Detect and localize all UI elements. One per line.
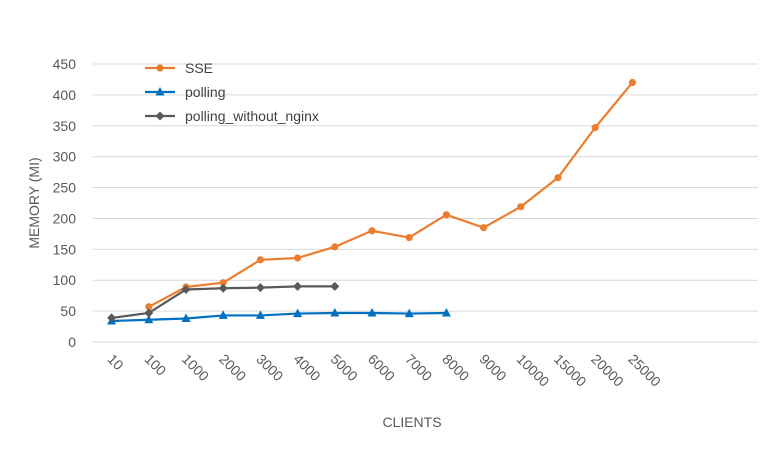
y-tick-label: 150 (53, 241, 77, 257)
data-point (181, 284, 191, 294)
series-line (148, 81, 634, 308)
data-point (218, 310, 228, 319)
y-tick-label: 450 (53, 56, 77, 72)
x-tick-label: 100 (142, 351, 170, 379)
x-tick-label: 7000 (402, 351, 435, 384)
data-point (293, 281, 303, 291)
data-point (591, 124, 599, 132)
x-tick-label: 6000 (365, 351, 398, 384)
data-point (181, 313, 191, 323)
data-point (294, 254, 302, 262)
data-point (441, 307, 451, 317)
y-tick-label: 300 (53, 149, 77, 165)
data-point (155, 87, 165, 96)
data-point (480, 224, 488, 232)
data-point (218, 283, 228, 293)
legend-label: polling (185, 84, 225, 100)
x-tick-label: 20000 (588, 351, 627, 390)
data-point (517, 203, 525, 211)
data-point (145, 303, 153, 311)
data-point (404, 308, 414, 318)
data-point (368, 227, 376, 235)
y-tick-label: 100 (53, 272, 77, 288)
x-axis-ticks: 10 100 1000 2000 3000 4000 5000 6000 7000 8000 900… (104, 351, 664, 390)
legend-item: polling (145, 84, 225, 100)
x-axis-title: CLIENTS (382, 414, 441, 430)
legend-label: polling_without_nginx (185, 108, 319, 124)
y-axis-ticks: 0 50 100 150 200 250 300 350 400 450 (53, 56, 77, 350)
data-point (255, 310, 265, 319)
x-tick-label: 9000 (476, 351, 509, 384)
legend-item: SSE (145, 60, 213, 76)
legend-label: SSE (185, 60, 213, 76)
gridlines (93, 63, 758, 343)
data-point (330, 281, 340, 291)
x-tick-label: 3000 (253, 351, 286, 384)
data-point (107, 313, 117, 323)
x-tick-label: 4000 (290, 351, 323, 384)
x-tick-label: 2000 (216, 351, 249, 384)
x-tick-label: 5000 (328, 351, 361, 384)
y-tick-label: 0 (68, 334, 76, 350)
data-point (156, 64, 164, 72)
series-polling (107, 307, 451, 325)
data-point (144, 308, 154, 318)
data-point (367, 307, 377, 317)
series-group (107, 78, 637, 325)
y-tick-label: 50 (60, 303, 76, 319)
data-point (331, 243, 339, 251)
x-tick-label: 25000 (625, 351, 664, 390)
y-tick-label: 350 (53, 118, 77, 134)
data-point (330, 307, 340, 317)
series-polling-without-nginx (107, 281, 340, 323)
y-tick-label: 250 (53, 180, 77, 196)
x-tick-label: 15000 (551, 351, 590, 390)
data-point (255, 283, 265, 293)
data-point (155, 111, 165, 121)
x-tick-label: 1000 (179, 351, 212, 384)
series-line (111, 311, 447, 323)
x-tick-label: 8000 (439, 351, 472, 384)
data-point (293, 308, 303, 318)
legend: SSE polling polling_without_nginx (145, 60, 319, 124)
x-tick-label: 10 (104, 351, 126, 373)
data-point (628, 78, 637, 87)
data-point (219, 279, 227, 287)
y-tick-label: 400 (53, 87, 77, 103)
data-point (405, 233, 413, 242)
data-point (554, 174, 562, 182)
y-axis-title: MEMORY (MI) (26, 157, 42, 248)
data-point (256, 256, 264, 264)
data-point (442, 211, 450, 219)
data-point (144, 314, 154, 324)
y-tick-label: 200 (53, 210, 77, 226)
legend-item: polling_without_nginx (145, 108, 319, 124)
x-tick-label: 10000 (514, 351, 553, 390)
